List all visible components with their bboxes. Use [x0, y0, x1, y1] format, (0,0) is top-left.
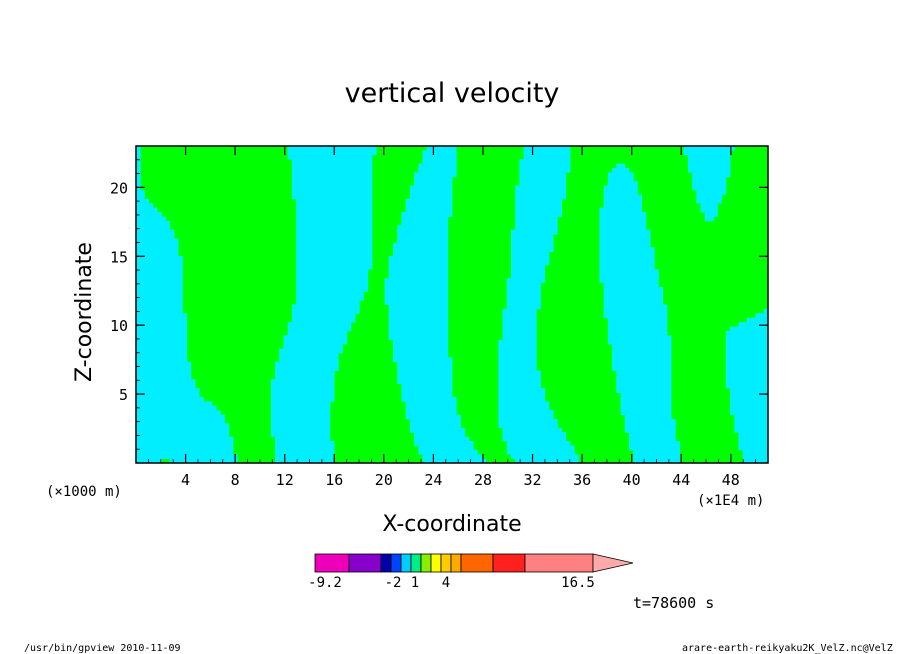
- colorbar-segment: [400, 553, 412, 573]
- x-tick-label: 44: [672, 471, 690, 489]
- colorbar-segment: [314, 553, 350, 573]
- colorbar-extend-arrow: [592, 553, 634, 573]
- colorbar-segment: [450, 553, 462, 573]
- x-tick-label: 16: [325, 471, 343, 489]
- colorbar-label: 16.5: [561, 575, 595, 591]
- chart-title: vertical velocity: [344, 78, 560, 109]
- colorbar-label: 1: [411, 575, 419, 591]
- x-tick-label: 36: [573, 471, 591, 489]
- colorbar-segment: [430, 553, 442, 573]
- x-tick-label: 20: [375, 471, 393, 489]
- plot-frame: [135, 145, 769, 464]
- colorbar-segment: [460, 553, 494, 573]
- colorbar-label: -9.2: [308, 575, 342, 591]
- colorbar-segment: [348, 553, 382, 573]
- x-unit-right: (×1E4 m): [697, 493, 765, 509]
- x-tick-label: 48: [722, 471, 740, 489]
- footer-left: /usr/bin/gpview 2010-11-09: [24, 643, 181, 654]
- footer-right: arare-earth-reikyaku2K_VelZ.nc@VelZ: [682, 643, 893, 654]
- x-tick-label: 32: [524, 471, 542, 489]
- y-tick-label: 10: [110, 317, 128, 335]
- colorbar-label: 4: [442, 575, 450, 591]
- colorbar-segment: [440, 553, 452, 573]
- colorbar-segment: [420, 553, 432, 573]
- negative-field: [136, 146, 769, 464]
- time-label: t=78600 s: [633, 594, 715, 612]
- x-tick-label: 8: [231, 471, 240, 489]
- y-tick-label: 20: [110, 179, 128, 197]
- x-tick-label: 24: [424, 471, 442, 489]
- x-tick-label: 4: [181, 471, 190, 489]
- colorbar-segment: [390, 553, 402, 573]
- colorbar-segment: [410, 553, 422, 573]
- x-axis-label: X-coordinate: [382, 512, 522, 537]
- x-tick-label: 12: [276, 471, 294, 489]
- y-axis-label: Z-coordinate: [72, 242, 97, 382]
- x-unit-left: (×1000 m): [46, 484, 122, 500]
- colorbar-segment: [524, 553, 594, 573]
- colorbar-label: -2: [385, 575, 402, 591]
- x-tick-label: 40: [623, 471, 641, 489]
- colorbar-segment: [380, 553, 392, 573]
- y-tick-label: 5: [119, 386, 128, 404]
- x-tick-label: 28: [474, 471, 492, 489]
- colorbar-segment: [492, 553, 526, 573]
- y-tick-label: 15: [110, 248, 128, 266]
